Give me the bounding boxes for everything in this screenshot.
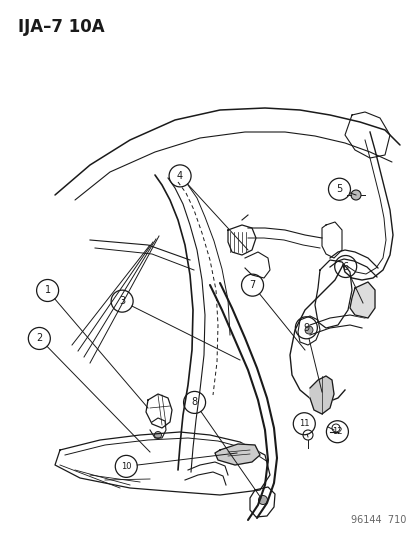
Circle shape (154, 432, 161, 439)
Circle shape (350, 190, 360, 200)
Text: IJA–7 10A: IJA–7 10A (18, 18, 104, 36)
Text: 10: 10 (121, 462, 131, 471)
Polygon shape (349, 282, 374, 318)
Circle shape (258, 496, 267, 505)
Polygon shape (214, 444, 259, 465)
Text: 6: 6 (342, 262, 348, 271)
Text: 4: 4 (177, 171, 183, 181)
Text: 1: 1 (45, 286, 50, 295)
Circle shape (304, 326, 312, 334)
Polygon shape (309, 376, 333, 414)
Text: 7: 7 (249, 280, 255, 290)
Text: 11: 11 (298, 419, 309, 428)
Text: 9: 9 (303, 323, 309, 333)
Text: 8: 8 (191, 398, 197, 407)
Text: 5: 5 (335, 184, 342, 194)
Text: 3: 3 (119, 296, 125, 306)
Text: 12: 12 (331, 427, 342, 436)
Text: 96144  710: 96144 710 (350, 515, 405, 525)
Text: 2: 2 (36, 334, 43, 343)
